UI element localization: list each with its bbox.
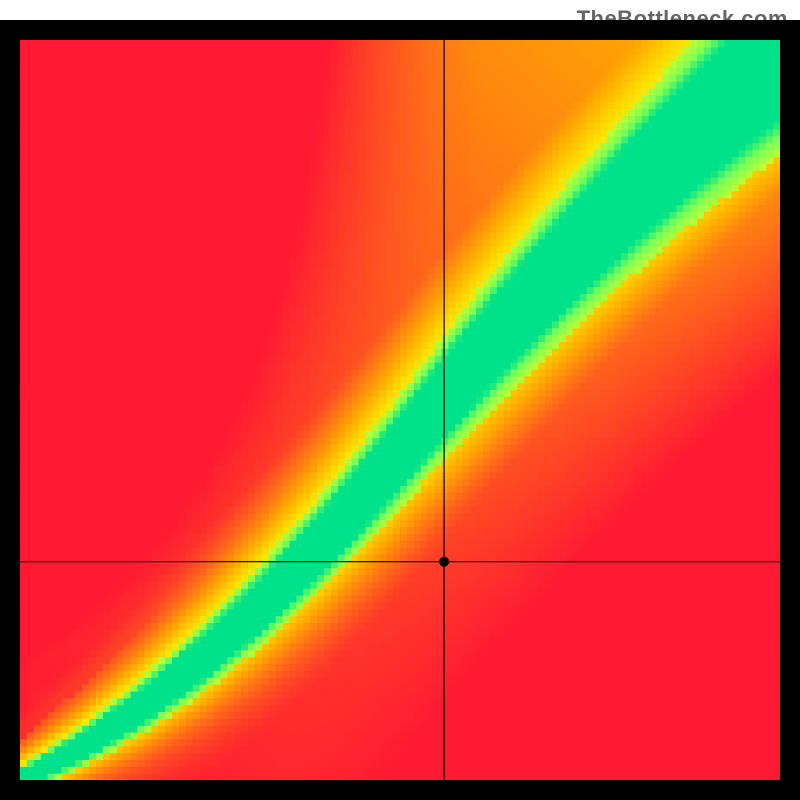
chart-container: TheBottleneck.com [0,0,800,800]
crosshair-point [439,557,449,567]
heatmap-svg [0,0,800,800]
heatmap-cells [20,40,781,781]
